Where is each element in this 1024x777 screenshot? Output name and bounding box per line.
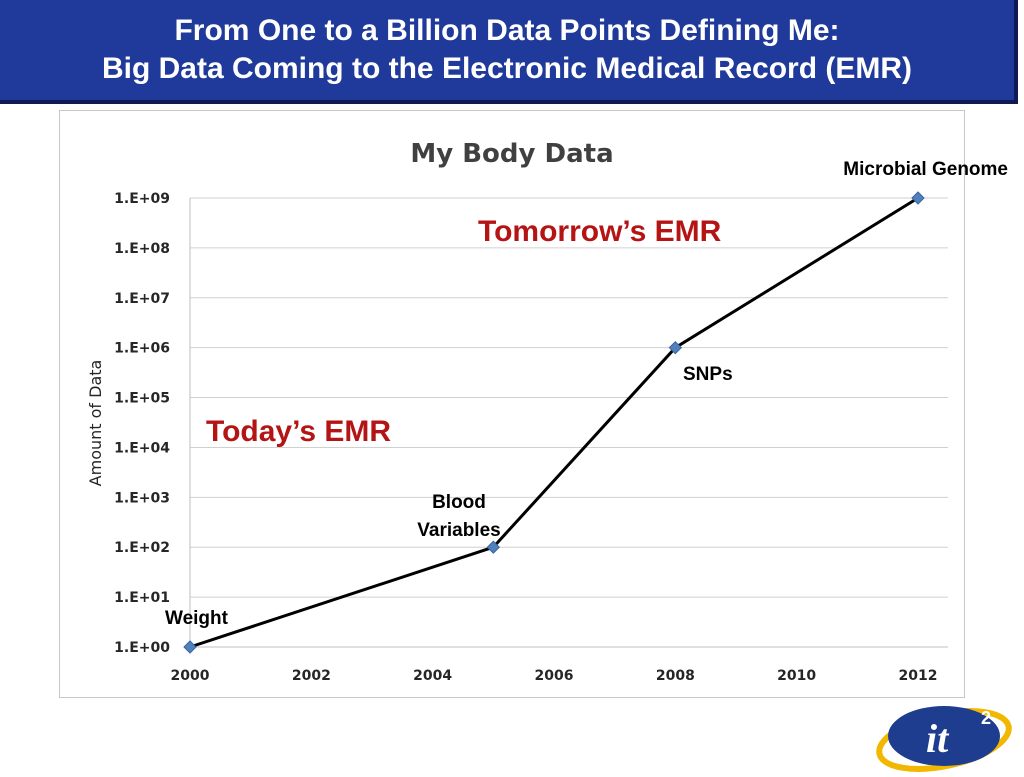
y-tick-label: 1.E+05: [114, 391, 170, 407]
title-banner: From One to a Billion Data Points Defini…: [0, 0, 1018, 104]
point-label-snps: SNPs: [683, 364, 733, 385]
y-tick-label: 1.E+01: [114, 590, 170, 606]
title-line-2: Big Data Coming to the Electronic Medica…: [101, 52, 913, 85]
data-point-marker: [486, 540, 501, 554]
y-tick-label: 1.E+08: [114, 241, 170, 257]
data-point-marker: [911, 191, 925, 205]
annotation-todays-emr: Today’s EMR: [206, 415, 391, 448]
data-point-marker: [668, 340, 683, 355]
logo-text: it: [926, 716, 950, 761]
x-tick-label: 2006: [535, 668, 574, 684]
y-tick-label: 1.E+07: [114, 291, 170, 307]
title-line-1: From One to a Billion Data Points Defini…: [174, 14, 840, 47]
x-tick-label: 2002: [292, 668, 331, 684]
data-point-marker: [183, 640, 197, 654]
chart-title: My Body Data: [410, 139, 613, 169]
y-tick-label: 1.E+04: [114, 440, 170, 456]
x-tick-label: 2010: [777, 668, 816, 684]
x-tick-label: 2004: [413, 668, 452, 684]
y-axis-label: Amount of Data: [86, 360, 105, 487]
point-label-weight: Weight: [165, 608, 229, 629]
series-line: [189, 196, 919, 649]
x-tick-label: 2000: [171, 668, 210, 684]
point-label-blood-variables: Blood Variables: [417, 492, 500, 541]
y-tick-label: 1.E+06: [114, 341, 170, 357]
point-label-microbial-genome: Microbial Genome: [843, 159, 1008, 180]
annotation-tomorrows-emr: Tomorrow’s EMR: [478, 215, 722, 248]
it2-logo: it 2: [876, 706, 1012, 772]
y-tick-label: 1.E+02: [114, 540, 170, 556]
x-tick-label: 2008: [656, 668, 695, 684]
y-tick-label: 1.E+00: [114, 640, 170, 656]
y-tick-label: 1.E+03: [114, 490, 170, 506]
x-tick-label: 2012: [899, 668, 938, 684]
chart-frame: [59, 110, 965, 698]
y-tick-label: 1.E+09: [114, 191, 170, 207]
logo-superscript: 2: [981, 708, 991, 728]
